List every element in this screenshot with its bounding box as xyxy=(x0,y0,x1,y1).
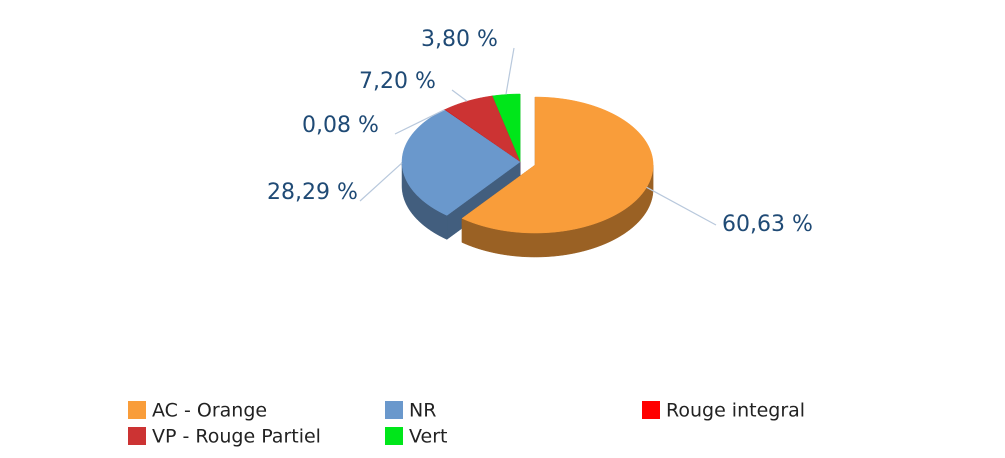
legend-swatch xyxy=(128,401,146,419)
legend-label: Rouge integral xyxy=(666,400,805,422)
slice-top xyxy=(401,109,521,216)
leader-line xyxy=(359,162,403,202)
legend-swatch xyxy=(642,401,660,419)
legend-label: VP - Rouge Partiel xyxy=(152,426,321,448)
leader-line xyxy=(646,186,717,226)
legend-swatch xyxy=(385,427,403,445)
data-label: 3,80 % xyxy=(421,27,498,52)
legend-swatch xyxy=(385,401,403,419)
slice-top xyxy=(461,96,654,234)
data-label: 60,63 % xyxy=(722,212,813,237)
legend-label: Vert xyxy=(409,426,447,448)
data-label: 0,08 % xyxy=(302,113,379,138)
slice-top xyxy=(444,95,521,163)
legend-swatch xyxy=(128,427,146,445)
data-label: 7,20 % xyxy=(359,69,436,94)
legend-label: NR xyxy=(409,400,436,422)
leader-line xyxy=(451,89,468,102)
slice xyxy=(461,96,654,258)
legend-label: AC - Orange xyxy=(152,400,267,422)
leader-line xyxy=(394,109,445,135)
data-label: 28,29 % xyxy=(267,180,358,205)
leader-line xyxy=(505,47,515,95)
